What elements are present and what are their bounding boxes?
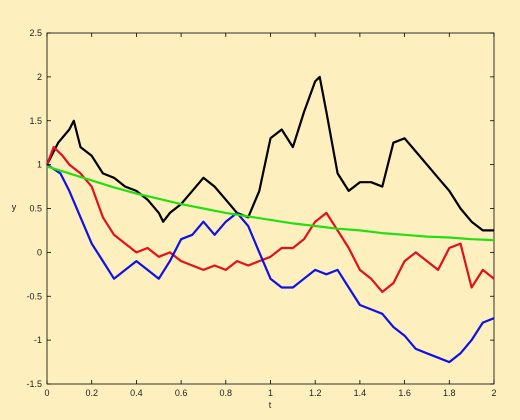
x-tick-label: 0.2 bbox=[85, 388, 98, 398]
series-line-0 bbox=[46, 75, 494, 232]
series-line-3 bbox=[46, 165, 495, 242]
x-tick-label: 1.4 bbox=[354, 388, 367, 398]
x-tick-label: 0.8 bbox=[220, 388, 233, 398]
y-tick-label: -0.5 bbox=[26, 291, 42, 301]
x-tick-label: 2 bbox=[491, 388, 496, 398]
y-tick-label: 0.5 bbox=[29, 204, 42, 214]
x-tick-label: 0 bbox=[44, 388, 49, 398]
y-tick-label: 2.5 bbox=[29, 28, 42, 38]
plot-area bbox=[46, 32, 495, 385]
x-tick-label: 0.6 bbox=[175, 388, 188, 398]
x-tick-label: 1.8 bbox=[443, 388, 456, 398]
series-layer bbox=[45, 75, 495, 364]
y-tick-label: 2 bbox=[37, 72, 42, 82]
y-tick-label: 1 bbox=[37, 160, 42, 170]
x-tick-label: 1.2 bbox=[309, 388, 322, 398]
y-tick-label: 1.5 bbox=[29, 116, 42, 126]
x-tick-label: 1 bbox=[268, 388, 273, 398]
series-line-2 bbox=[46, 163, 495, 364]
tick-layer: 0 0.2 0.4 0.6 0.8 1 1.2 1.4 1.6 1.8 2 -1.5 -1 -0.5 0 0.… bbox=[26, 28, 496, 398]
y-tick-label: -1 bbox=[34, 335, 42, 345]
y-tick-label: -1.5 bbox=[26, 379, 42, 389]
series-line-1 bbox=[45, 146, 495, 293]
x-axis-label: t bbox=[269, 400, 272, 410]
x-tick-label: 0.4 bbox=[130, 388, 143, 398]
y-axis-label: y bbox=[12, 202, 17, 212]
x-tick-label: 1.6 bbox=[398, 388, 411, 398]
y-tick-label: 0 bbox=[37, 247, 42, 257]
